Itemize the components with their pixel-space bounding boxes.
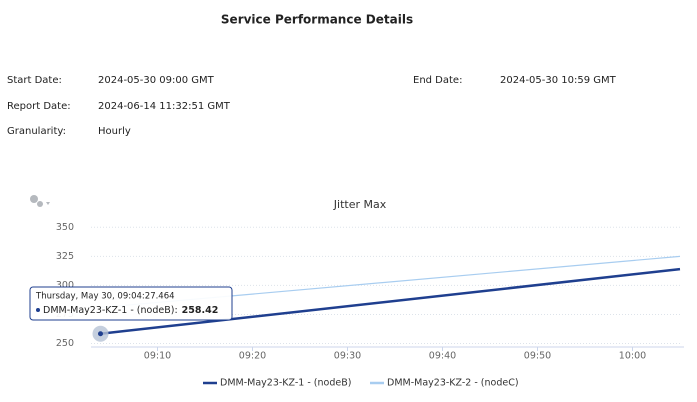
chart-title: Jitter Max	[333, 198, 387, 211]
x-tick-label: 09:50	[524, 351, 551, 362]
tooltip-text: DMM-May23-KZ-1 - (nodeB): 258.42	[43, 305, 218, 316]
tooltip: Thursday, May 30, 09:04:27.464 DMM-May23-…	[29, 286, 233, 342]
x-tick-label: 10:00	[619, 351, 646, 362]
x-tick-label: 09:40	[429, 351, 456, 362]
field-value: 2024-05-30 10:59 GMT	[500, 75, 617, 86]
field-label: Report Date:	[7, 101, 71, 112]
y-tick-label: 250	[56, 338, 74, 349]
x-tick-label: 09:10	[144, 351, 171, 362]
tooltip-dot	[36, 308, 40, 312]
tooltip-value: 258.42	[182, 305, 219, 316]
field-value: 2024-05-30 09:00 GMT	[98, 75, 215, 86]
field-value: 2024-06-14 11:32:51 GMT	[98, 101, 231, 112]
y-tick-label: 300	[56, 280, 74, 291]
field-label: End Date:	[413, 75, 462, 86]
legend-label: DMM-May23-KZ-1 - (nodeB)	[220, 378, 351, 389]
field-value: Hourly	[98, 126, 131, 137]
y-tick-label: 325	[56, 251, 74, 262]
series-line	[100, 267, 681, 335]
tooltip-label: DMM-May23-KZ-1 - (nodeB):	[43, 305, 178, 316]
x-tick-label: 09:20	[239, 351, 266, 362]
legend-label: DMM-May23-KZ-2 - (nodeC)	[387, 378, 519, 389]
tooltip-date: Thursday, May 30, 09:04:27.464	[35, 292, 175, 302]
hover-point	[98, 331, 103, 337]
field-label: Granularity:	[7, 126, 66, 137]
y-tick-label: 350	[56, 222, 74, 233]
report-title: Service Performance Details	[221, 13, 413, 27]
x-tick-label: 09:30	[334, 351, 361, 362]
field-label: Start Date:	[7, 75, 62, 86]
tooltip-box	[29, 286, 233, 321]
settings-icon[interactable]	[30, 195, 50, 207]
